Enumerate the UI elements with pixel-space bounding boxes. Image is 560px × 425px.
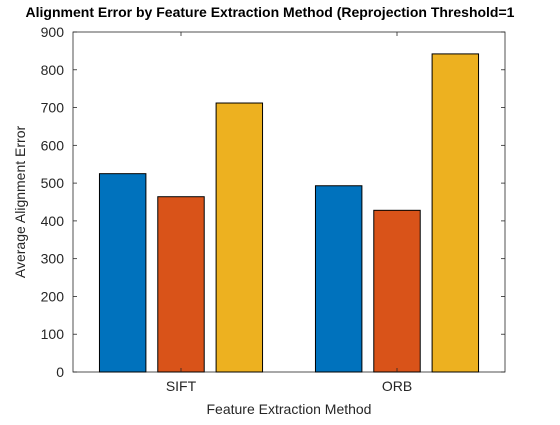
bar-sift-series-3 [215, 102, 264, 373]
y-tick-label: 400 [41, 213, 65, 229]
bar-orb-series-2 [373, 209, 421, 373]
y-tick-label: 600 [41, 137, 65, 153]
bar-sift-series-1 [98, 173, 147, 373]
y-tick-label: 500 [41, 175, 65, 191]
chart-title: Alignment Error by Feature Extraction Me… [26, 4, 515, 20]
y-tick-label: 900 [41, 24, 65, 40]
x-axis-label: Feature Extraction Method [207, 401, 372, 417]
y-tick-label: 100 [41, 326, 65, 342]
bar-sift-series-2 [157, 196, 205, 373]
bar-orb-series-3 [431, 53, 480, 373]
y-axis-ticks: 0 100 200 300 400 500 600 700 800 900 [41, 24, 505, 380]
x-tick-label-orb: ORB [382, 378, 412, 394]
x-axis-ticks: SIFT ORB [166, 32, 412, 394]
y-tick-label: 700 [41, 100, 65, 116]
y-tick-label: 0 [56, 364, 64, 380]
y-tick-label: 200 [41, 288, 65, 304]
y-tick-label: 300 [41, 251, 65, 267]
y-axis-label: Average Alignment Error [12, 126, 28, 279]
x-tick-label-sift: SIFT [166, 378, 197, 394]
bar-orb-series-1 [314, 185, 363, 373]
y-tick-label: 800 [41, 62, 65, 78]
bars-group [98, 53, 480, 373]
